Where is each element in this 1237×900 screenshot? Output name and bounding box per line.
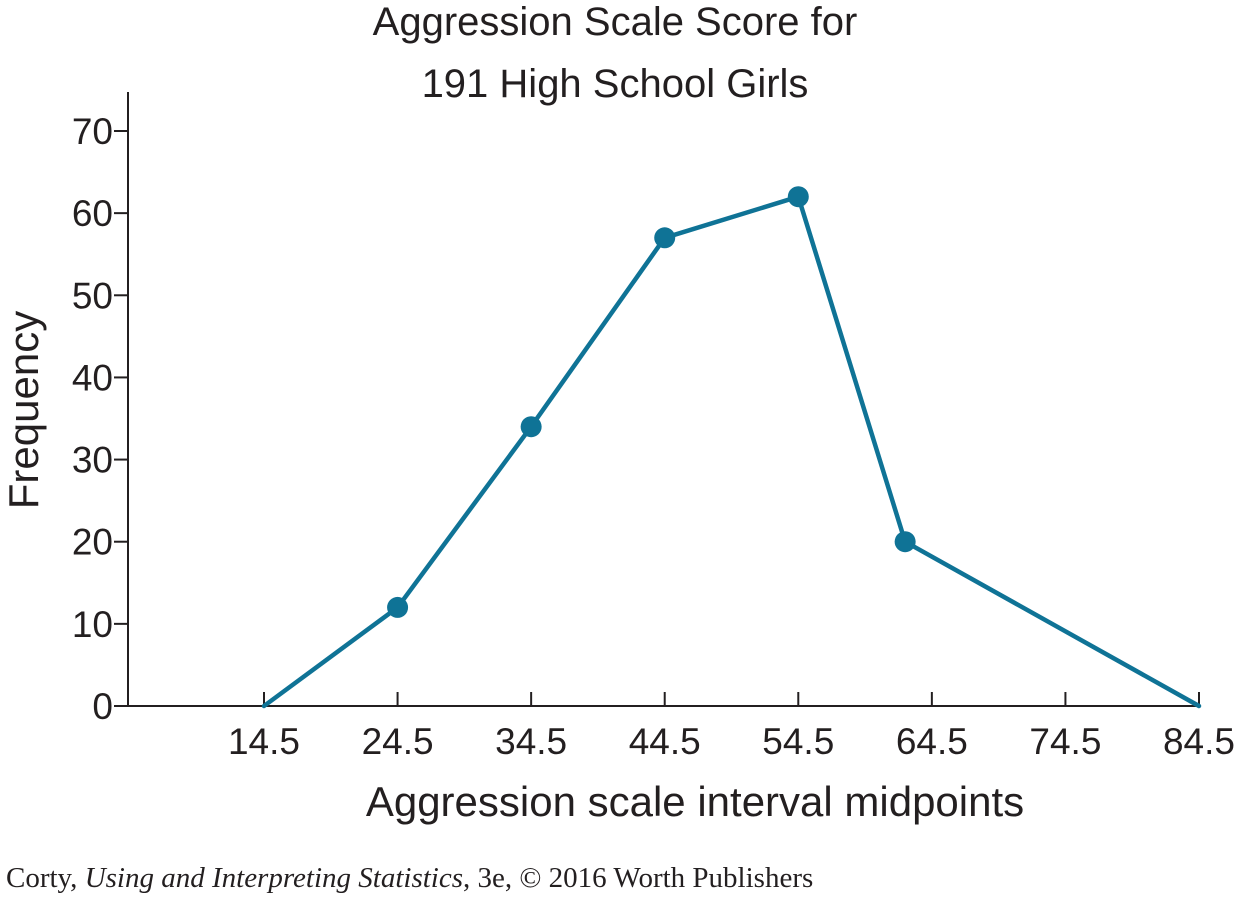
- x-tick-label: 74.5: [1029, 721, 1101, 762]
- data-series: [261, 186, 1202, 709]
- data-point: [520, 416, 542, 438]
- y-axis-title: Frequency: [0, 311, 47, 509]
- x-tick-label: 54.5: [762, 721, 834, 762]
- data-point: [787, 186, 809, 208]
- x-tick-label: 64.5: [896, 721, 968, 762]
- data-point: [654, 227, 676, 249]
- y-tick-label: 70: [72, 111, 113, 152]
- x-tick-label: 14.5: [228, 721, 300, 762]
- x-tick-label: 44.5: [629, 721, 701, 762]
- chart-title: Aggression Scale Score for 191 High Scho…: [373, 0, 858, 106]
- y-tick-label: 60: [72, 193, 113, 234]
- y-tick-label: 20: [72, 522, 113, 563]
- chart-title-line-2: 191 High School Girls: [422, 62, 809, 106]
- series-line: [261, 194, 1202, 709]
- y-tick-label: 50: [72, 275, 113, 316]
- x-tick-label: 24.5: [362, 721, 434, 762]
- x-axis-title: Aggression scale interval midpoints: [366, 778, 1024, 825]
- chart-title-line-1: Aggression Scale Score for: [373, 0, 858, 44]
- credit-book-title: Using and Interpreting Statistics: [84, 862, 464, 894]
- y-tick-label: 10: [72, 604, 113, 645]
- credit-author: Corty,: [6, 862, 85, 894]
- data-point: [387, 596, 409, 618]
- copyright-credit: Corty, Using and Interpreting Statistics…: [6, 862, 813, 895]
- y-tick-label: 0: [92, 686, 113, 727]
- x-tick-label: 34.5: [495, 721, 567, 762]
- y-axis-ticks: 0 10 20 30 40 50 60 70: [72, 111, 128, 727]
- y-tick-label: 30: [72, 440, 113, 481]
- data-point: [894, 531, 916, 553]
- x-axis-ticks: 14.5 24.5 34.5 44.5 54.5 64.5 74.5 84.5: [228, 692, 1235, 762]
- x-tick-label: 84.5: [1163, 721, 1235, 762]
- credit-publisher: , 3e, © 2016 Worth Publishers: [463, 862, 814, 894]
- y-tick-label: 40: [72, 357, 113, 398]
